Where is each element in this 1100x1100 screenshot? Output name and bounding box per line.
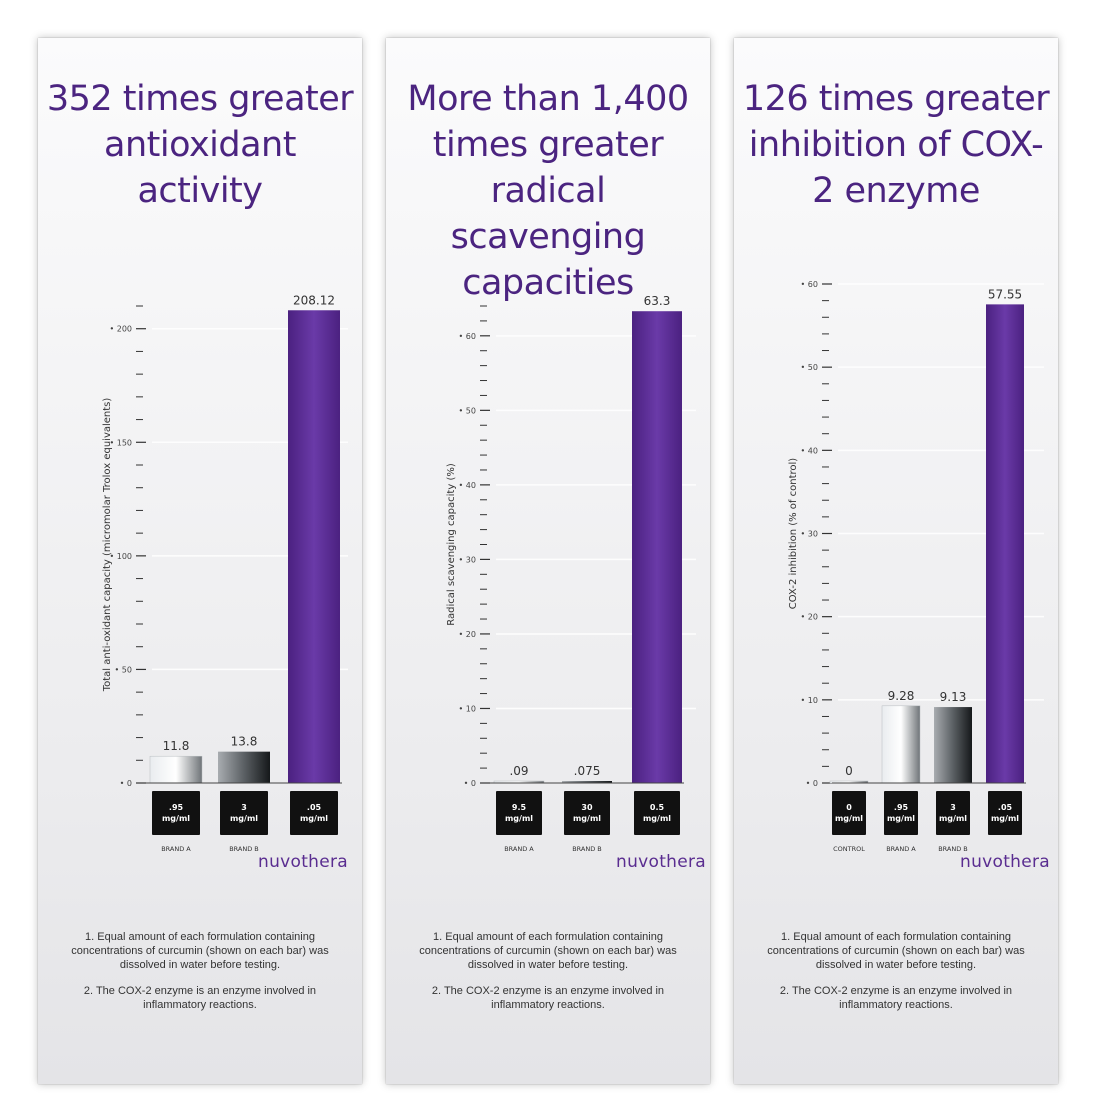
data-label: .09 [509,764,528,778]
footnotes: 1. Equal amount of each formulation cont… [38,930,362,1024]
y-tick-label: • 100 [109,552,132,561]
y-tick-label: • 10 [801,696,818,705]
dose-box [496,791,542,835]
dose-unit: mg/ml [991,814,1019,823]
chart-title: 126 times greater inhibition of COX-2 en… [742,79,1050,211]
y-tick-label: • 20 [801,613,818,622]
dose-unit: mg/ml [162,814,190,823]
footnote-1: 1. Equal amount of each formulation cont… [419,931,677,971]
y-tick-label: • 0 [464,779,476,788]
dose-value: 3 [950,803,956,812]
dose-unit: mg/ml [573,814,601,823]
y-tick-label: • 0 [120,779,132,788]
dose-box [832,791,866,835]
data-label: 13.8 [231,735,258,749]
y-tick-label: • 60 [459,332,476,341]
bar [632,311,682,783]
bar-chart-antioxidant: • 0 • 50 • 100 • 150 • 200 Total anti-oxidant… [102,293,348,853]
category-label: CONTROL [833,845,865,853]
dose-unit: mg/ml [939,814,967,823]
y-tick-label: • 30 [801,530,818,539]
y-tick-label: • 200 [109,325,132,334]
footnote-2: 2. The COX-2 enzyme is an enzyme involve… [83,985,317,1011]
footnote-2: 2. The COX-2 enzyme is an enzyme involve… [431,985,665,1011]
bar [562,781,612,783]
dose-value: 30 [581,803,593,812]
dose-unit: mg/ml [230,814,258,823]
bar [149,755,203,784]
category-label: BRAND B [229,845,259,853]
dose-value: 0.5 [650,803,665,812]
footnote-2: 2. The COX-2 enzyme is an enzyme involve… [779,985,1013,1011]
y-tick-label: • 50 [459,406,476,415]
y-tick-label: • 20 [459,630,476,639]
brand-logo: nuvothera [960,852,1051,872]
dose-box [634,791,680,835]
data-label: 208.12 [293,293,335,307]
category-label: BRAND B [938,845,968,853]
data-label: 11.8 [163,739,190,753]
y-axis-label: Radical scavenging capacity (%) [446,463,457,626]
y-tick-label: • 50 [801,363,818,372]
dose-box [152,791,200,835]
y-tick-label: • 40 [801,446,818,455]
dose-box [884,791,918,835]
y-tick-label: • 40 [459,481,476,490]
dose-unit: mg/ml [835,814,863,823]
footnotes: 1. Equal amount of each formulation cont… [386,930,710,1024]
dose-unit: mg/ml [505,814,533,823]
y-tick-label: • 60 [801,280,818,289]
data-label: 9.28 [888,689,915,703]
category-label: BRAND A [504,845,534,853]
bar [881,705,921,784]
category-label: BRAND A [161,845,191,853]
y-axis-label: COX-2 inhibition (% of control) [788,458,799,609]
bar-chart-radical-scavenging: • 0 • 10 • 20 • 30 • 40 • 50 • 60 Radical scave… [446,294,696,853]
y-tick-label: • 150 [109,438,132,447]
dose-value: 3 [241,803,247,812]
data-label: 0 [845,764,853,778]
dose-value: .95 [894,803,909,812]
dose-unit: mg/ml [887,814,915,823]
footnotes: 1. Equal amount of each formulation cont… [734,930,1058,1024]
dose-unit: mg/ml [300,814,328,823]
dose-box [290,791,338,835]
chart-title: 352 times greater antioxidant activity [46,79,354,211]
y-tick-label: • 10 [459,704,476,713]
chart-panel-antioxidant: 352 times greater antioxidant activity •… [38,38,362,1084]
bar [218,751,270,783]
chart-title: More than 1,400 times greater radical sc… [407,79,689,303]
dose-value: 0 [846,803,852,812]
category-label: BRAND B [572,845,602,853]
chart-panel-radical-scavenging: More than 1,400 times greater radical sc… [386,38,710,1084]
category-label: BRAND A [886,845,916,853]
dose-box [220,791,268,835]
brand-logo: nuvothera [258,852,349,872]
dose-unit: mg/ml [643,814,671,823]
bar-chart-cox2-inhibition: • 0 • 10 • 20 • 30 • 40 • 50 • 60 COX-2 inhibit… [788,280,1044,853]
data-label: 9.13 [940,690,967,704]
y-axis-label: Total anti-oxidant capacity (micromolar … [102,398,113,693]
data-label: .075 [574,764,601,778]
footnote-1: 1. Equal amount of each formulation cont… [71,931,329,971]
dose-box [564,791,610,835]
chart-panel-cox2-inhibition: 126 times greater inhibition of COX-2 en… [734,38,1058,1084]
bar [934,707,972,783]
data-label: 63.3 [644,294,671,308]
bar [986,304,1024,783]
data-label: 57.55 [988,287,1022,301]
dose-box [988,791,1022,835]
bar [288,310,340,783]
y-tick-label: • 50 [115,665,132,674]
dose-value: .05 [998,803,1013,812]
dose-box [936,791,970,835]
y-tick-label: • 30 [459,555,476,564]
dose-value: .95 [169,803,184,812]
footnote-1: 1. Equal amount of each formulation cont… [767,931,1025,971]
brand-logo: nuvothera [616,852,707,872]
dose-value: 9.5 [512,803,527,812]
dose-value: .05 [307,803,322,812]
y-tick-label: • 0 [806,779,818,788]
